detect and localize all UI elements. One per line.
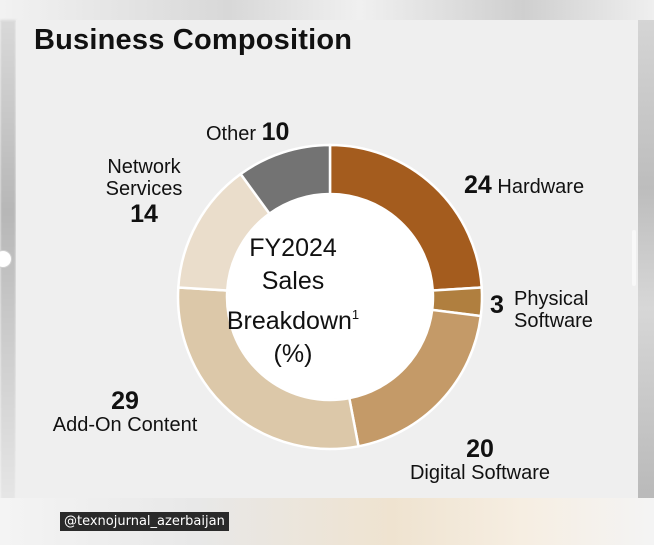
value-add-on-content: 29 <box>111 387 139 415</box>
center-label-line3: Breakdown1 (%) <box>218 298 368 371</box>
background-right <box>638 20 654 500</box>
name-other: Other <box>206 123 257 145</box>
name-physical-software-line2: Software <box>514 310 593 332</box>
background-top <box>0 0 654 22</box>
center-label-breakdown: Breakdown <box>226 307 352 335</box>
center-label-line1: FY2024 <box>249 234 337 262</box>
name-digital-software: Digital Software <box>409 462 551 484</box>
label-other: Other 10 <box>206 118 290 146</box>
name-network-services-line2: Services <box>105 178 183 200</box>
value-physical-software: 3 <box>490 291 504 319</box>
label-add-on-content: 29 Add-On Content <box>40 388 210 436</box>
chart-center-label: FY2024 Sales Breakdown1 (%) <box>218 232 368 371</box>
name-network-services-line1: Network <box>107 156 181 178</box>
watermark: @texnojurnal_azerbaijan <box>60 512 229 531</box>
value-digital-software: 20 <box>466 435 494 463</box>
name-add-on-content: Add-On Content <box>52 414 198 436</box>
value-other: 10 <box>261 118 290 146</box>
center-label-line2: Sales <box>261 267 325 295</box>
page-title: Business Composition <box>34 24 353 56</box>
donut-hole <box>228 195 432 399</box>
value-hardware: 24 <box>464 171 492 199</box>
center-label-unit: (%) <box>273 340 313 368</box>
slice-other <box>238 143 332 216</box>
label-network-services: Network Services 14 <box>98 156 190 228</box>
label-digital-software: 20 Digital Software <box>398 436 562 484</box>
label-hardware: 24 Hardware <box>464 171 585 199</box>
label-physical-software: 3 Physical Software <box>490 288 593 332</box>
scrollbar-thumb[interactable] <box>632 230 636 286</box>
name-hardware: Hardware <box>497 176 585 198</box>
value-network-services: 14 <box>130 200 158 228</box>
name-physical-software-line1: Physical <box>514 288 589 310</box>
footnote-marker: 1 <box>351 307 360 322</box>
